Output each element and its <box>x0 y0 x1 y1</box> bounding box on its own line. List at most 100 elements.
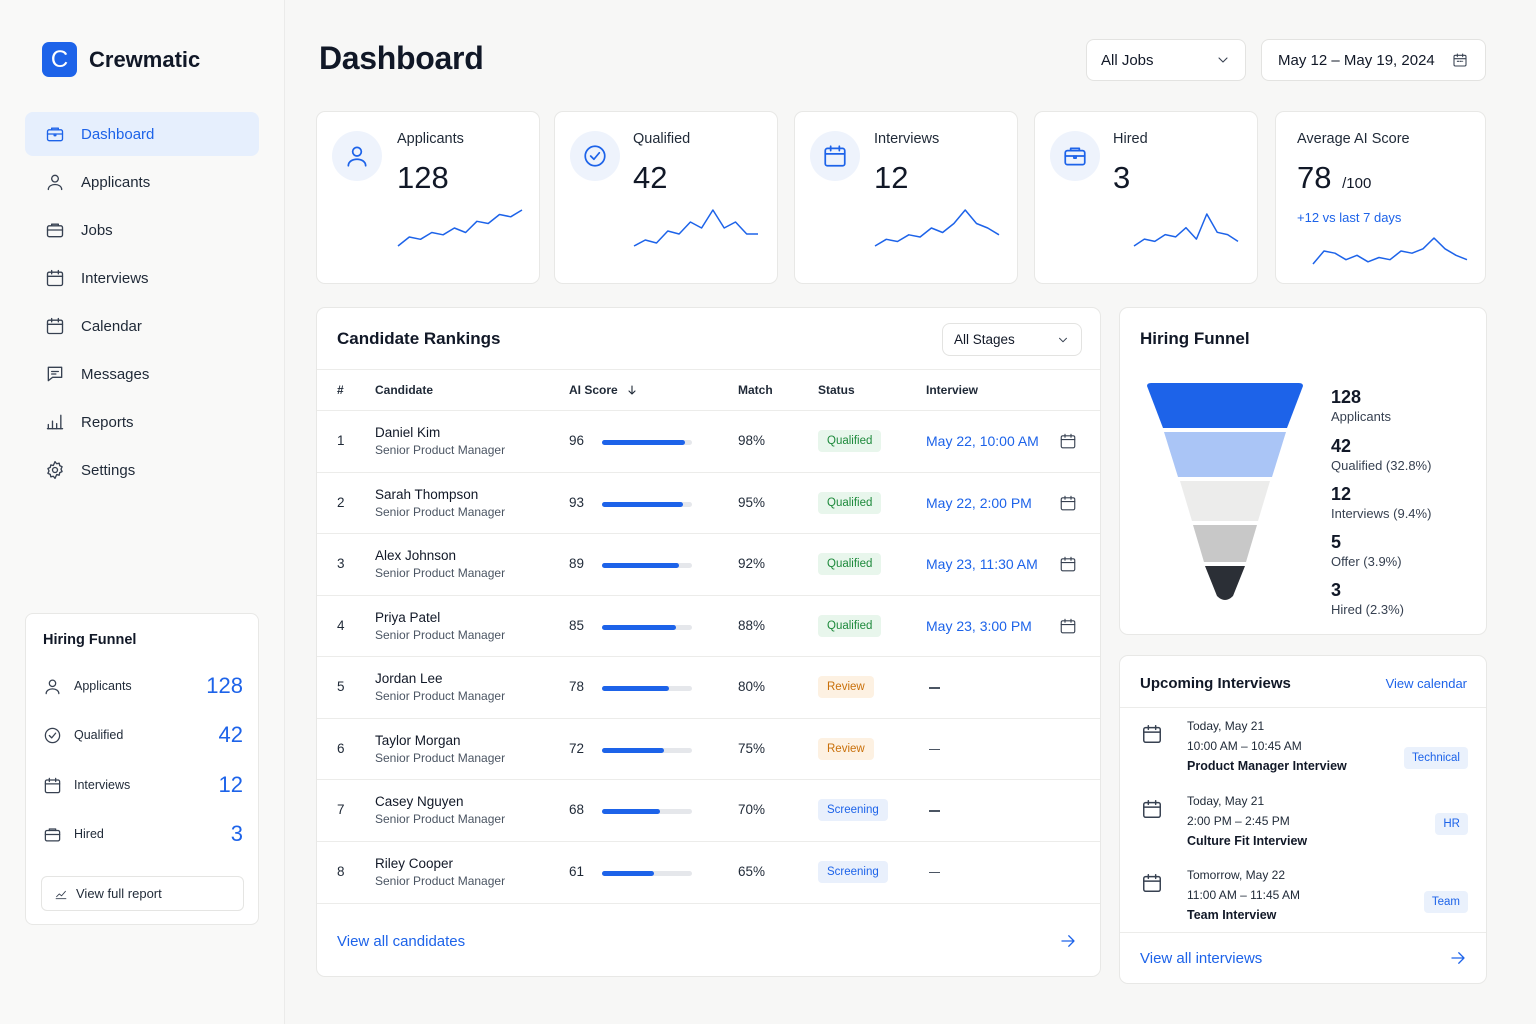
ai-score-value: 72 <box>569 740 585 756</box>
stat-label: Hired <box>1113 131 1148 147</box>
row-rank: 5 <box>337 679 345 694</box>
table-row[interactable]: 1 Daniel Kim Senior Product Manager 96 98% Qu… <box>317 410 1100 471</box>
sidebar-item-jobs[interactable]: Jobs <box>25 208 259 252</box>
status-badge: Qualified <box>818 614 882 637</box>
match-value: 92% <box>738 556 766 571</box>
candidate-cell[interactable]: Alex Johnson Senior Product Manager <box>375 548 505 580</box>
sparkline-line <box>874 209 1000 247</box>
table-row[interactable]: 7 Casey Nguyen Senior Product Manager 68 70%… <box>317 779 1100 840</box>
table-row[interactable]: 6 Taylor Morgan Senior Product Manager 72 75… <box>317 717 1100 779</box>
schedule-button[interactable] <box>1059 494 1077 512</box>
interview-day: Today, May 21 <box>1187 794 1265 808</box>
date-range-picker[interactable]: May 12 – May 19, 2024 <box>1261 39 1486 81</box>
upcoming-title: Upcoming Interviews <box>1140 675 1291 692</box>
schedule-button[interactable] <box>1059 432 1077 450</box>
sidebar-item-settings[interactable]: Settings <box>25 448 259 492</box>
sidebar-item-dashboard[interactable]: Dashboard <box>25 112 259 156</box>
candidate-cell[interactable]: Taylor Morgan Senior Product Manager <box>375 733 505 765</box>
upcoming-interviews-card: Upcoming Interviews View calendar Today,… <box>1119 655 1487 984</box>
brand[interactable]: C Crewmatic <box>42 42 200 77</box>
interview-time-link[interactable]: May 22, 10:00 AM <box>926 433 1039 449</box>
sidebar-item-label: Calendar <box>81 317 142 335</box>
sidebar-item-messages[interactable]: Messages <box>25 352 259 396</box>
sparkline <box>1312 237 1468 265</box>
sidebar-funnel-value: 12 <box>218 772 243 797</box>
candidate-cell[interactable]: Jordan Lee Senior Product Manager <box>375 671 505 703</box>
table-row[interactable]: 8 Riley Cooper Senior Product Manager 61 65%… <box>317 840 1100 902</box>
row-rank: 3 <box>337 556 345 571</box>
candidate-cell[interactable]: Sarah Thompson Senior Product Manager <box>375 487 505 519</box>
row-rank: 8 <box>337 863 345 879</box>
sidebar-item-label: Dashboard <box>81 125 155 143</box>
view-all-interviews-link[interactable]: View all interviews <box>1140 950 1263 967</box>
stat-card-applicants[interactable]: Applicants 128 <box>316 111 540 284</box>
row-rank: 4 <box>337 617 345 633</box>
interview-time-link[interactable]: May 23, 3:00 PM <box>926 617 1032 634</box>
ai-score-bar-fill <box>602 686 670 691</box>
table-row[interactable]: 5 Jordan Lee Senior Product Manager 78 80% Re… <box>317 656 1100 717</box>
ai-score-bar-fill <box>602 501 683 507</box>
sidebar-funnel-value: 42 <box>218 722 243 747</box>
sidebar-funnel-value: 128 <box>206 673 243 698</box>
calendar-icon <box>1060 495 1076 510</box>
interview-time: 10:00 AM – 10:45 AM <box>1187 739 1302 753</box>
interview-name: Team Interview <box>1187 908 1277 922</box>
view-calendar-link[interactable]: View calendar <box>1385 676 1467 691</box>
view-all-candidates-link[interactable]: View all candidates <box>337 933 466 950</box>
ai-score-bar-track <box>602 809 692 814</box>
view-all-candidates-arrow[interactable] <box>1059 932 1077 950</box>
interview-time-link[interactable]: May 23, 11:30 AM <box>926 556 1038 572</box>
no-interview-dash <box>929 871 940 873</box>
candidate-cell[interactable]: Casey Nguyen Senior Product Manager <box>375 794 505 826</box>
column-header-ai-score[interactable]: AI Score <box>569 383 638 397</box>
candidate-role: Senior Product Manager <box>375 566 506 580</box>
stat-card-interviews[interactable]: Interviews 12 <box>794 111 1018 284</box>
interview-day: Tomorrow, May 22 <box>1187 868 1286 882</box>
stat-card-ai-score[interactable]: Average AI Score 78 /100 +12 vs last 7 d… <box>1275 111 1486 284</box>
candidate-name: Taylor Morgan <box>375 732 461 748</box>
match-value: 88% <box>738 617 766 633</box>
stat-icon-wrap <box>810 131 860 181</box>
sidebar-item-applicants[interactable]: Applicants <box>25 160 259 204</box>
schedule-button[interactable] <box>1059 617 1077 635</box>
status-badge: Qualified <box>818 430 882 452</box>
sidebar-nav: Dashboard Applicants Jobs Interviews Cal… <box>25 112 259 496</box>
date-range-value: May 12 – May 19, 2024 <box>1278 51 1435 69</box>
rankings-title: Candidate Rankings <box>337 329 501 348</box>
interview-time-link[interactable]: May 22, 2:00 PM <box>926 494 1032 511</box>
interview-item[interactable]: Today, May 21 2:00 PM – 2:45 PM Culture … <box>1120 791 1487 859</box>
schedule-button[interactable] <box>1059 555 1077 573</box>
sparkline <box>633 209 758 247</box>
sidebar-item-reports[interactable]: Reports <box>25 400 259 444</box>
candidate-cell[interactable]: Daniel Kim Senior Product Manager <box>375 425 505 457</box>
funnel-value-offer: 5 <box>1331 532 1342 552</box>
stat-value: 78 /100 <box>1297 160 1371 196</box>
table-row[interactable]: 3 Alex Johnson Senior Product Manager 89 92%… <box>317 533 1100 594</box>
interview-item[interactable]: Today, May 21 10:00 AM – 10:45 AM Produc… <box>1120 716 1487 784</box>
chevron-down-icon <box>1059 337 1067 342</box>
sidebar-item-interviews[interactable]: Interviews <box>25 256 259 300</box>
table-row[interactable]: 2 Sarah Thompson Senior Product Manager 93 9… <box>317 471 1100 533</box>
table-row[interactable]: 4 Priya Patel Senior Product Manager 85 88% Q… <box>317 594 1100 656</box>
stat-icon-wrap <box>1050 131 1100 181</box>
job-filter-select[interactable]: All Jobs <box>1086 39 1246 81</box>
candidate-cell[interactable]: Riley Cooper Senior Product Manager <box>375 856 505 888</box>
ai-score-value: 96 <box>569 433 585 448</box>
row-rank: 1 <box>337 433 345 448</box>
calendar-icon <box>1060 618 1076 633</box>
stat-card-hired[interactable]: Hired 3 <box>1034 111 1258 284</box>
calendar-icon <box>1143 800 1161 818</box>
view-all-interviews-arrow[interactable] <box>1449 949 1467 967</box>
view-full-report-button[interactable]: View full report <box>41 876 244 911</box>
stat-card-qualified[interactable]: Qualified 42 <box>554 111 778 284</box>
sidebar-item-calendar[interactable]: Calendar <box>25 304 259 348</box>
interview-item[interactable]: Tomorrow, May 22 11:00 AM – 11:45 AM Tea… <box>1120 865 1487 933</box>
candidate-cell[interactable]: Priya Patel Senior Product Manager <box>375 610 505 642</box>
candidate-role: Senior Product Manager <box>375 873 506 888</box>
calendar-icon <box>46 269 64 287</box>
status-badge: Review <box>818 676 874 698</box>
ai-score-bar-fill <box>602 440 686 445</box>
stage-filter-select[interactable]: All Stages <box>942 323 1082 356</box>
briefcase-icon <box>46 223 64 238</box>
interview-tag: HR <box>1435 813 1468 835</box>
